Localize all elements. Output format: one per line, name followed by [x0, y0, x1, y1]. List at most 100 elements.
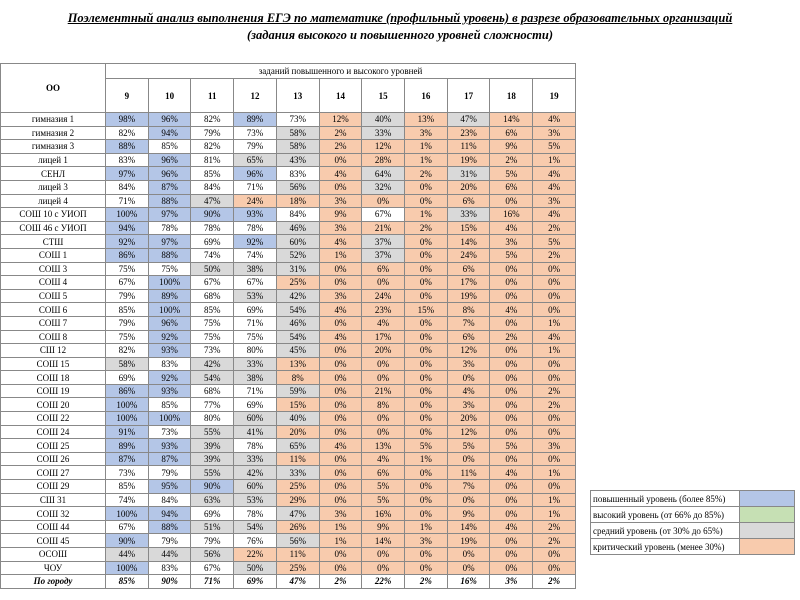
table-row: ЧОУ 100% 83% 67% 50% 25% 0% 0% 0% 0% 0% 0% — [0, 560, 576, 576]
value-cell: 2% — [532, 247, 576, 263]
value-cell: 88% — [147, 193, 192, 209]
value-cell: 100% — [105, 411, 149, 426]
value-cell: 9% — [318, 207, 363, 222]
value-cell: 1% — [404, 139, 448, 154]
value-cell: 0% — [318, 152, 363, 168]
value-cell: 1% — [404, 152, 448, 168]
value-cell: 75% — [147, 261, 192, 277]
value-cell: 1% — [532, 465, 576, 481]
column-header: 12 — [233, 78, 277, 113]
value-cell: 23% — [446, 125, 491, 141]
value-cell: 40% — [275, 411, 320, 426]
value-cell: 0% — [318, 492, 363, 508]
value-cell: 86% — [105, 247, 149, 263]
value-cell: 73% — [233, 125, 277, 141]
value-cell: 73% — [105, 465, 149, 481]
value-cell: 73% — [190, 343, 235, 358]
table-row: СОШ 10 с УИОП 100% 97% 90% 93% 84% 9% 67% 1% 33% 1… — [0, 207, 576, 222]
value-cell: 2% — [404, 574, 448, 589]
value-cell: 39% — [190, 438, 235, 453]
value-cell: 23% — [361, 302, 406, 317]
legend-label: повышенный уровень (более 85%) — [590, 490, 740, 507]
value-cell: 71% — [105, 193, 149, 209]
org-name: гимназия 2 — [0, 125, 106, 141]
legend-item: критический уровень (менее 30%) — [590, 538, 795, 555]
value-cell: 0% — [446, 560, 491, 576]
value-cell: 82% — [190, 112, 235, 127]
value-cell: 8% — [446, 302, 491, 317]
value-cell: 9% — [446, 506, 491, 521]
column-header: 15 — [361, 78, 406, 113]
value-cell: 0% — [489, 193, 534, 209]
value-cell: 0% — [404, 247, 448, 263]
legend-swatch — [739, 538, 795, 555]
value-cell: 75% — [190, 315, 235, 331]
value-cell: 0% — [489, 506, 534, 521]
value-cell: 60% — [233, 411, 277, 426]
value-cell: 11% — [275, 451, 320, 467]
value-cell: 44% — [147, 547, 192, 562]
value-cell: 78% — [233, 506, 277, 521]
value-cell: 58% — [275, 125, 320, 141]
value-cell: 0% — [404, 315, 448, 331]
value-cell: 69% — [233, 397, 277, 413]
value-cell: 71% — [233, 315, 277, 331]
value-cell: 2% — [532, 383, 576, 399]
table-row: гимназия 2 82% 94% 79% 73% 58% 2% 33% 3% 23% 6% 3% — [0, 125, 576, 141]
value-cell: 0% — [489, 560, 534, 576]
value-cell: 5% — [361, 492, 406, 508]
value-cell: 37% — [361, 234, 406, 249]
table-row: ОСОШ 44% 44% 56% 22% 11% 0% 0% 0% 0% 0% 0% — [0, 547, 576, 562]
value-cell: 5% — [532, 234, 576, 249]
org-name: СОШ 7 — [0, 315, 106, 331]
value-cell: 90% — [190, 479, 235, 494]
value-cell: 0% — [318, 465, 363, 481]
value-cell: 80% — [190, 411, 235, 426]
table-row: лицей 1 83% 96% 81% 65% 43% 0% 28% 1% 19% 2% 1% — [0, 152, 576, 168]
table-row: По городу 85% 90% 71% 69% 47% 2% 22% 2% 16% 3% 2% — [0, 574, 576, 589]
legend-swatch — [739, 506, 795, 523]
value-cell: 20% — [361, 343, 406, 358]
value-cell: 69% — [233, 574, 277, 589]
table-body: гимназия 1 98% 96% 82% 89% 73% 12% 40% 13% 47% 14%… — [0, 112, 576, 589]
value-cell: 0% — [404, 479, 448, 494]
table-row: СОШ 46 с УИОП 94% 78% 78% 78% 46% 3% 21% 2% 15% 4%… — [0, 220, 576, 236]
value-cell: 15% — [446, 220, 491, 236]
org-name: СОШ 29 — [0, 479, 106, 494]
value-cell: 73% — [147, 424, 192, 440]
value-cell: 0% — [318, 397, 363, 413]
value-cell: 65% — [233, 152, 277, 168]
value-cell: 0% — [404, 547, 448, 562]
value-cell: 13% — [275, 356, 320, 372]
value-cell: 4% — [532, 207, 576, 222]
value-cell: 25% — [275, 479, 320, 494]
value-cell: 50% — [233, 560, 277, 576]
value-cell: 0% — [489, 547, 534, 562]
table-row: СОШ 19 86% 93% 68% 71% 59% 0% 21% 0% 4% 0% 2% — [0, 383, 576, 399]
value-cell: 3% — [318, 288, 363, 304]
value-cell: 84% — [105, 179, 149, 195]
value-cell: 0% — [446, 492, 491, 508]
value-cell: 2% — [404, 220, 448, 236]
value-cell: 29% — [275, 492, 320, 508]
value-cell: 0% — [404, 179, 448, 195]
value-cell: 0% — [404, 275, 448, 290]
value-cell: 21% — [361, 383, 406, 399]
value-cell: 4% — [489, 465, 534, 481]
column-header: 16 — [404, 78, 448, 113]
value-cell: 93% — [147, 438, 192, 453]
value-cell: 2% — [532, 519, 576, 535]
value-cell: 100% — [147, 302, 192, 317]
value-cell: 2% — [532, 574, 576, 589]
value-cell: 0% — [489, 261, 534, 277]
value-cell: 22% — [233, 547, 277, 562]
value-cell: 0% — [404, 465, 448, 481]
org-name: СОШ 6 — [0, 302, 106, 317]
org-name: СШ 12 — [0, 343, 106, 358]
column-header: 10 — [147, 78, 192, 113]
org-name: СОШ 25 — [0, 438, 106, 453]
value-cell: 0% — [489, 275, 534, 290]
value-cell: 1% — [318, 533, 363, 548]
org-name: СОШ 22 — [0, 411, 106, 426]
value-cell: 83% — [105, 152, 149, 168]
